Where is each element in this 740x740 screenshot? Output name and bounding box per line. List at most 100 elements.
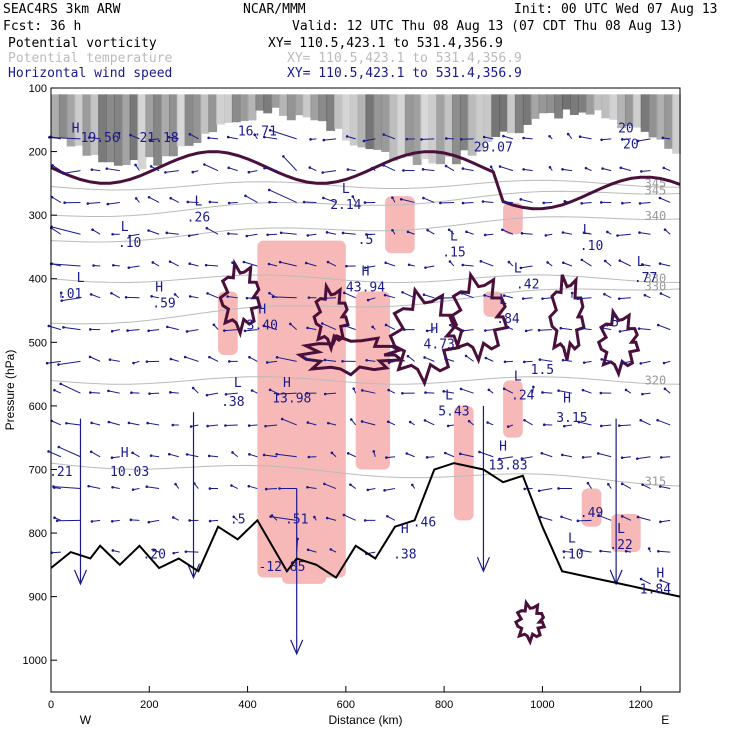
wind-vector-shaft [130, 519, 140, 521]
wind-vector [127, 421, 140, 426]
wind-vector-head [448, 323, 452, 327]
annotations: L.01L.10H.59L.26L.38H10.03.21H3.40H13.98… [49, 122, 671, 598]
wind-vector-head [624, 388, 628, 392]
wind-vector [57, 445, 81, 458]
wind-vector [50, 195, 62, 203]
field-annotation: .5 [230, 513, 246, 528]
wind-vector [618, 329, 631, 333]
wind-vector [498, 165, 514, 172]
wind-vector [345, 264, 356, 268]
wind-vector-shaft [307, 486, 317, 490]
wind-vector-head [326, 260, 330, 264]
field-annotation: .42 [516, 277, 539, 292]
wind-vector [86, 201, 101, 205]
wind-vector-shaft [637, 516, 651, 521]
wind-vector-head [662, 166, 666, 170]
wind-vector-head [323, 358, 327, 362]
wind-vector [566, 132, 573, 140]
wind-vector-head [382, 164, 385, 167]
wind-vector [127, 265, 140, 269]
field-annotation: 2.14 [330, 198, 361, 213]
wind-vector-shaft [127, 329, 140, 332]
field-annotation: 43.94 [346, 280, 385, 295]
field-annotation: .20 [142, 547, 165, 562]
wind-vector [342, 513, 356, 521]
wind-vector-shaft [63, 170, 81, 174]
wind-vector [279, 231, 297, 235]
jet-shading-cell [522, 94, 532, 125]
wind-vector-shaft [148, 196, 160, 203]
wind-vector-head [321, 171, 325, 174]
jet-shading-cell [302, 94, 312, 118]
wind-vector [231, 451, 239, 458]
wind-vector-head [576, 297, 580, 301]
pv-contour [448, 270, 509, 365]
wind-vector [248, 453, 258, 458]
wind-vector-head [399, 197, 403, 201]
wind-vector-head [89, 293, 93, 296]
wind-vector-head [624, 549, 628, 553]
wind-vector-head [620, 515, 624, 518]
wind-vector [557, 487, 572, 490]
y-tick-label: 1000 [23, 655, 47, 667]
wind-vector-head [363, 201, 367, 204]
wind-vector [541, 297, 553, 300]
wind-vector [658, 485, 671, 490]
wind-vector-shaft [50, 227, 62, 235]
wind-vector-head [149, 165, 153, 168]
wind-vector [621, 360, 631, 365]
wind-vector-head [226, 135, 230, 139]
wind-vector [562, 550, 572, 553]
wind-vector [149, 165, 160, 172]
field-theta-name: Potential temperature [8, 51, 173, 66]
shaded-region [611, 513, 641, 553]
wind-vector-head [171, 423, 175, 427]
wind-vector-head [90, 520, 94, 523]
field-annotation: .46 [413, 516, 436, 531]
wind-vector [50, 419, 62, 426]
wind-vector-head [641, 483, 644, 486]
theta-contour-label: 330 [645, 280, 667, 294]
wind-vector [269, 515, 297, 521]
wind-vector-head [266, 233, 269, 237]
wind-vector-head [561, 358, 565, 362]
wind-vector [55, 519, 81, 523]
wind-vector-head [643, 293, 647, 297]
wind-vector-head [580, 549, 583, 552]
wind-vector-head [262, 135, 266, 139]
wind-vector-shaft [581, 549, 592, 553]
wind-vector [173, 293, 180, 299]
wind-vector-head [481, 200, 485, 203]
field-annotation: L [514, 369, 522, 384]
wind-vector-head [522, 360, 526, 364]
wind-vector [148, 138, 160, 142]
wind-vector-head [247, 424, 251, 427]
wind-vector-head [253, 133, 257, 137]
wind-vector [448, 260, 455, 267]
wind-vector-head [438, 296, 442, 300]
wind-vector-shaft [362, 389, 376, 394]
wind-vector-shaft [66, 422, 81, 426]
wind-vector-head [52, 485, 55, 488]
wind-vector-head [185, 453, 189, 456]
wind-vector-head [506, 425, 510, 428]
wind-vector [391, 228, 396, 235]
wind-vector-shaft [189, 263, 199, 267]
wind-vector [384, 323, 396, 331]
wind-vector-head [599, 201, 603, 204]
jet-shading-cell [444, 94, 453, 157]
wind-vector-head [459, 137, 463, 141]
wind-vector-shaft [366, 359, 376, 362]
wind-vector-head [640, 263, 644, 266]
wind-vector [329, 548, 337, 553]
wind-vector [606, 230, 612, 235]
jet-shading-cell [318, 94, 328, 122]
wind-vector-head [148, 138, 152, 142]
wind-vector [423, 419, 435, 426]
wind-vector [386, 514, 396, 521]
wind-vector [638, 201, 651, 205]
wind-vector-head [248, 355, 251, 359]
wind-vector [360, 420, 376, 426]
wind-vector [387, 360, 396, 364]
wind-vector-head [371, 325, 374, 329]
